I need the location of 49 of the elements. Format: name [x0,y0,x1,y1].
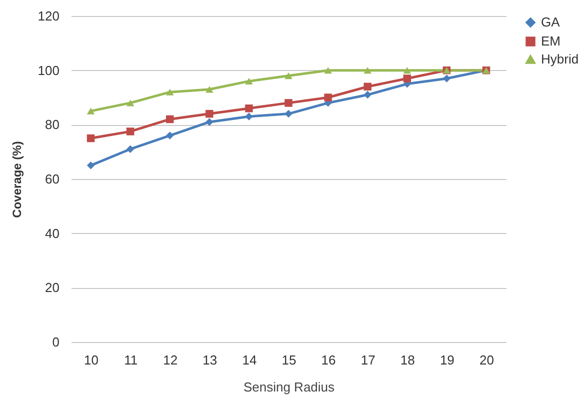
y-tick-label: 80 [45,117,60,132]
point [245,78,253,85]
legend-label: EM [541,34,560,48]
x-tick-label: 18 [400,352,415,368]
point [126,100,134,106]
x-tick-label: 10 [84,352,99,368]
point [86,162,95,170]
point [364,82,372,91]
point [284,110,292,118]
point [206,86,214,93]
y-axis-title: Coverage (%) [10,141,24,218]
x-tick-label: 16 [321,352,336,368]
point [364,90,372,99]
point [442,74,451,82]
legend-label: Hybrid [541,52,579,66]
point [403,66,412,74]
y-tick-label: 60 [45,172,60,186]
point [126,145,134,153]
x-tick-label: 11 [124,352,138,368]
point [86,108,95,114]
point [245,104,253,112]
point [284,72,292,80]
point [324,66,332,74]
x-tick-label: 12 [163,352,178,368]
point [86,134,95,142]
point [403,74,412,82]
point [126,128,134,136]
y-tick-label: 0 [52,334,60,350]
point [206,118,214,126]
point [324,94,332,102]
x-tick-label: 14 [242,352,257,368]
x-tick-label: 19 [440,352,454,368]
point [166,132,174,140]
point [364,66,372,74]
point [166,115,174,124]
y-tick-label: 120 [38,8,60,24]
legend-label: GA [541,14,560,30]
y-tick-label: 100 [38,62,60,78]
y-tick-label: 40 [45,226,60,241]
point [245,112,253,120]
x-tick-label: 17 [360,352,376,368]
x-tick-label: 15 [282,352,296,368]
point [166,88,174,96]
point [284,99,292,107]
x-axis-title: Sensing Radius [243,380,336,394]
point [206,110,214,118]
x-tick-label: 20 [479,352,494,368]
x-tick-label: 13 [202,352,218,368]
y-tick-label: 20 [45,280,60,296]
